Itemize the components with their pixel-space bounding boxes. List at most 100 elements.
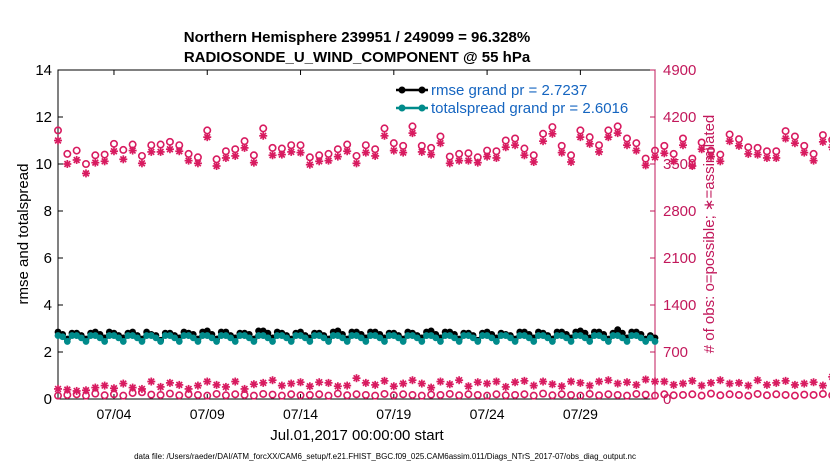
assimilated_low-point [417, 379, 426, 388]
assimilated_low-point [175, 380, 184, 389]
possible_low-point [417, 391, 426, 400]
assimilated_low-point [678, 379, 687, 388]
totalspread-point [143, 332, 151, 339]
assimilated_low-point [137, 384, 146, 393]
totalspread-point [339, 334, 346, 342]
assimilated-point [623, 141, 632, 150]
totalspread-point [301, 334, 309, 342]
assimilated_low-point [464, 382, 473, 391]
assimilated-point [221, 153, 230, 162]
totalspread-point [637, 334, 645, 342]
possible_low-point [567, 390, 576, 399]
totalspread-point [217, 332, 225, 339]
possible_low-point [361, 390, 370, 399]
possible_low-point [772, 390, 781, 399]
assimilated_low-point [520, 376, 529, 385]
assimilated_low-point [455, 376, 464, 385]
totalspread-point [199, 332, 206, 339]
assimilated-point [128, 146, 137, 155]
possible_low-point [660, 390, 669, 399]
assimilated_low-point [809, 378, 818, 387]
assimilated_low-point [632, 380, 641, 389]
assimilated_low-point [128, 383, 137, 392]
assimilated_low-point [548, 380, 557, 389]
assimilated_low-point [734, 378, 743, 387]
possible-point [305, 153, 314, 162]
totalspread-point [516, 332, 524, 339]
totalspread-point [497, 332, 505, 339]
x-axis: 07/04 07/09 07/14 07/19 07/24 07/29 [96, 70, 598, 422]
assimilated_low-point [716, 376, 725, 385]
assimilated-point [744, 149, 753, 158]
rmse-point [255, 327, 262, 335]
totalspread-point [152, 334, 160, 342]
totalspread-point [553, 332, 561, 339]
assimilated-point [781, 134, 790, 143]
possible-point [539, 129, 548, 138]
assimilated-point [287, 147, 296, 156]
possible-point [165, 137, 174, 146]
assimilated_low-point [781, 376, 790, 385]
assimilated-point [790, 139, 799, 148]
assimilated-point [557, 148, 566, 157]
assimilated_low-point [81, 386, 90, 395]
assimilated-point [137, 159, 146, 168]
totalspread-point [432, 334, 440, 342]
possible_low-point [734, 390, 743, 399]
totalspread-point [287, 338, 295, 345]
possible_low-point [343, 391, 352, 400]
possible-point [669, 149, 678, 158]
possible-point [828, 136, 830, 144]
possible-point [781, 127, 790, 136]
possible_low-point [818, 389, 827, 398]
possible_low-point [492, 390, 501, 399]
possible_low-point [688, 390, 697, 399]
totalspread-point [250, 338, 258, 345]
totalspread-point [283, 334, 290, 342]
possible-point [725, 130, 734, 139]
totalspread-point [567, 338, 575, 345]
assimilated-point [567, 157, 576, 166]
possible_low-point [650, 391, 659, 400]
legend-spread-label: totalspread grand pr = 2.6016 [431, 100, 628, 117]
possible_low-point [333, 389, 342, 398]
assimilated_low-point [277, 381, 286, 390]
totalspread-point [385, 332, 393, 339]
assimilated_low-point [389, 382, 398, 391]
assimilated-point [706, 152, 715, 161]
y-tick-label-right: 4900 [663, 62, 696, 79]
assimilated-point [716, 157, 725, 166]
totalspread-point [460, 332, 468, 339]
assimilated-point [231, 151, 240, 160]
totalspread-point [348, 332, 356, 339]
totalspread-point [413, 334, 421, 342]
totalspread-point [273, 332, 281, 339]
totalspread-point [157, 338, 165, 345]
possible_low-point [287, 390, 296, 399]
possible_low-point [800, 390, 809, 399]
y-tick-label-left: 14 [35, 62, 52, 79]
possible_low-point [249, 391, 258, 400]
assimilated_low-point [725, 379, 734, 388]
totalspread-point [651, 338, 659, 345]
series-possible_low [53, 388, 830, 400]
assimilated_low-point [567, 377, 576, 386]
assimilated-point [697, 145, 706, 154]
possible_low-point [529, 391, 538, 400]
totalspread-point [376, 334, 384, 342]
possible-point [688, 154, 697, 163]
possible_low-point [725, 390, 734, 399]
assimilated-point [277, 150, 286, 159]
possible_low-point [744, 391, 753, 400]
assimilated-point [212, 162, 221, 171]
assimilated_low-point [772, 378, 781, 387]
assimilated-point [54, 136, 62, 145]
x-tick-label: 07/19 [376, 406, 411, 422]
assimilated-point [324, 156, 333, 165]
assimilated-point [380, 131, 389, 140]
totalspread-point [133, 334, 141, 342]
footnote: data file: /Users/raeder/DAI/ATM_forcXX/… [134, 452, 636, 461]
totalspread-point [96, 334, 104, 342]
rmse-point [203, 327, 211, 335]
totalspread-point [320, 334, 328, 342]
